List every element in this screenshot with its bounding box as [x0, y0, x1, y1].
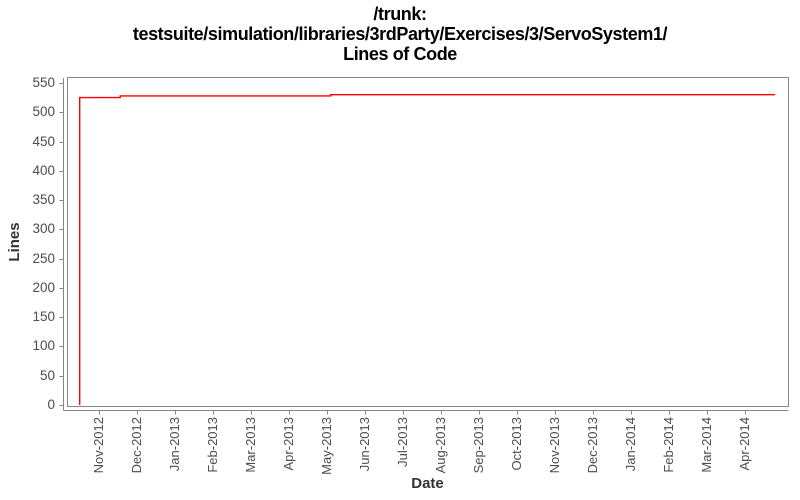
- x-tick-label: Jun-2013: [357, 417, 372, 472]
- plot-border: [67, 77, 789, 407]
- x-tick-label: Apr-2014: [737, 417, 752, 471]
- x-tick-label: Aug-2013: [433, 417, 448, 474]
- y-tick-label: 550: [32, 75, 55, 90]
- y-tick-label: 150: [32, 309, 55, 324]
- x-tick-label: Jan-2014: [623, 417, 638, 472]
- x-tick-label: Sep-2013: [471, 417, 486, 474]
- y-tick-label: 300: [32, 221, 55, 236]
- x-tick-label: Mar-2014: [699, 417, 714, 473]
- x-tick-label: Jan-2013: [167, 417, 182, 472]
- y-tick-label: 350: [32, 192, 55, 207]
- y-tick-label: 200: [32, 280, 55, 295]
- y-tick-label: 400: [32, 163, 55, 178]
- x-tick-label: Nov-2012: [91, 417, 106, 474]
- x-tick-label: May-2013: [319, 417, 334, 475]
- x-tick-label: Dec-2012: [129, 417, 144, 474]
- y-tick-label: 500: [32, 104, 55, 119]
- x-tick-label: Nov-2013: [547, 417, 562, 474]
- y-tick-label: 100: [32, 338, 55, 353]
- x-tick-label: Dec-2013: [585, 417, 600, 474]
- chart-title-line-1: /trunk:: [373, 4, 427, 24]
- x-tick-label: Oct-2013: [509, 417, 524, 471]
- y-tick-label: 0: [47, 397, 55, 412]
- chart-title-line-3: Lines of Code: [343, 44, 457, 64]
- x-tick-label: Feb-2014: [661, 417, 676, 473]
- chart-title-line-2: testsuite/simulation/libraries/3rdParty/…: [132, 24, 668, 44]
- y-tick-label: 50: [39, 368, 55, 383]
- x-tick-label: Feb-2013: [205, 417, 220, 473]
- x-axis-title: Date: [411, 475, 444, 492]
- y-tick-label: 250: [32, 251, 55, 266]
- loc-series-line: [78, 93, 775, 405]
- x-tick-label: Apr-2013: [281, 417, 296, 471]
- x-tick-label: Mar-2013: [243, 417, 258, 473]
- chart-title: /trunk: testsuite/simulation/libraries/3…: [0, 4, 800, 64]
- y-tick-label: 450: [32, 134, 55, 149]
- x-tick-label: Jul-2013: [395, 417, 410, 467]
